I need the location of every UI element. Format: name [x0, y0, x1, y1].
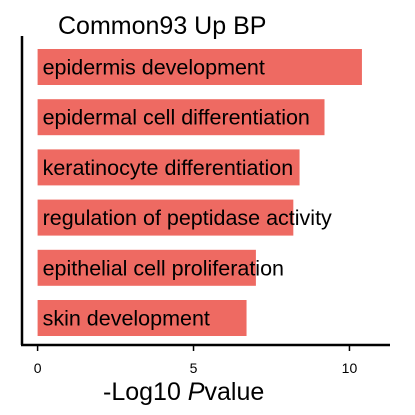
- bar-1: [37, 99, 325, 136]
- bar-5: [37, 300, 247, 336]
- bar-label-0: epidermis development: [43, 56, 265, 80]
- bar-label-1: epidermal cell differentiation: [43, 106, 310, 130]
- bar-3: [37, 199, 294, 236]
- bar-labels: epidermis development epidermal cell diff…: [43, 56, 332, 331]
- bar-label-5: skin development: [43, 307, 210, 331]
- bar-label-2: keratinocyte differentiation: [43, 156, 294, 180]
- bar-4: [37, 249, 256, 286]
- bar-label-3: regulation of peptidase activity: [43, 206, 332, 230]
- x-tick-label-2: 10: [342, 360, 358, 376]
- x-tick-label-0: 0: [34, 360, 42, 376]
- bars: [37, 49, 362, 336]
- chart-title: Common93 Up BP: [58, 12, 266, 40]
- x-axis-title-suffix: value: [204, 378, 264, 406]
- x-tick-label-1: 5: [190, 360, 198, 376]
- x-ticks: 0 5 10: [34, 345, 358, 376]
- bar-0: [37, 49, 362, 85]
- bar-2: [37, 149, 300, 186]
- x-axis-title: -Log10 Pvalue: [103, 378, 264, 406]
- bar-label-4: epithelial cell proliferation: [43, 256, 284, 280]
- x-axis-title-italic: P: [188, 378, 205, 406]
- x-axis-title-prefix: -Log10: [103, 378, 188, 406]
